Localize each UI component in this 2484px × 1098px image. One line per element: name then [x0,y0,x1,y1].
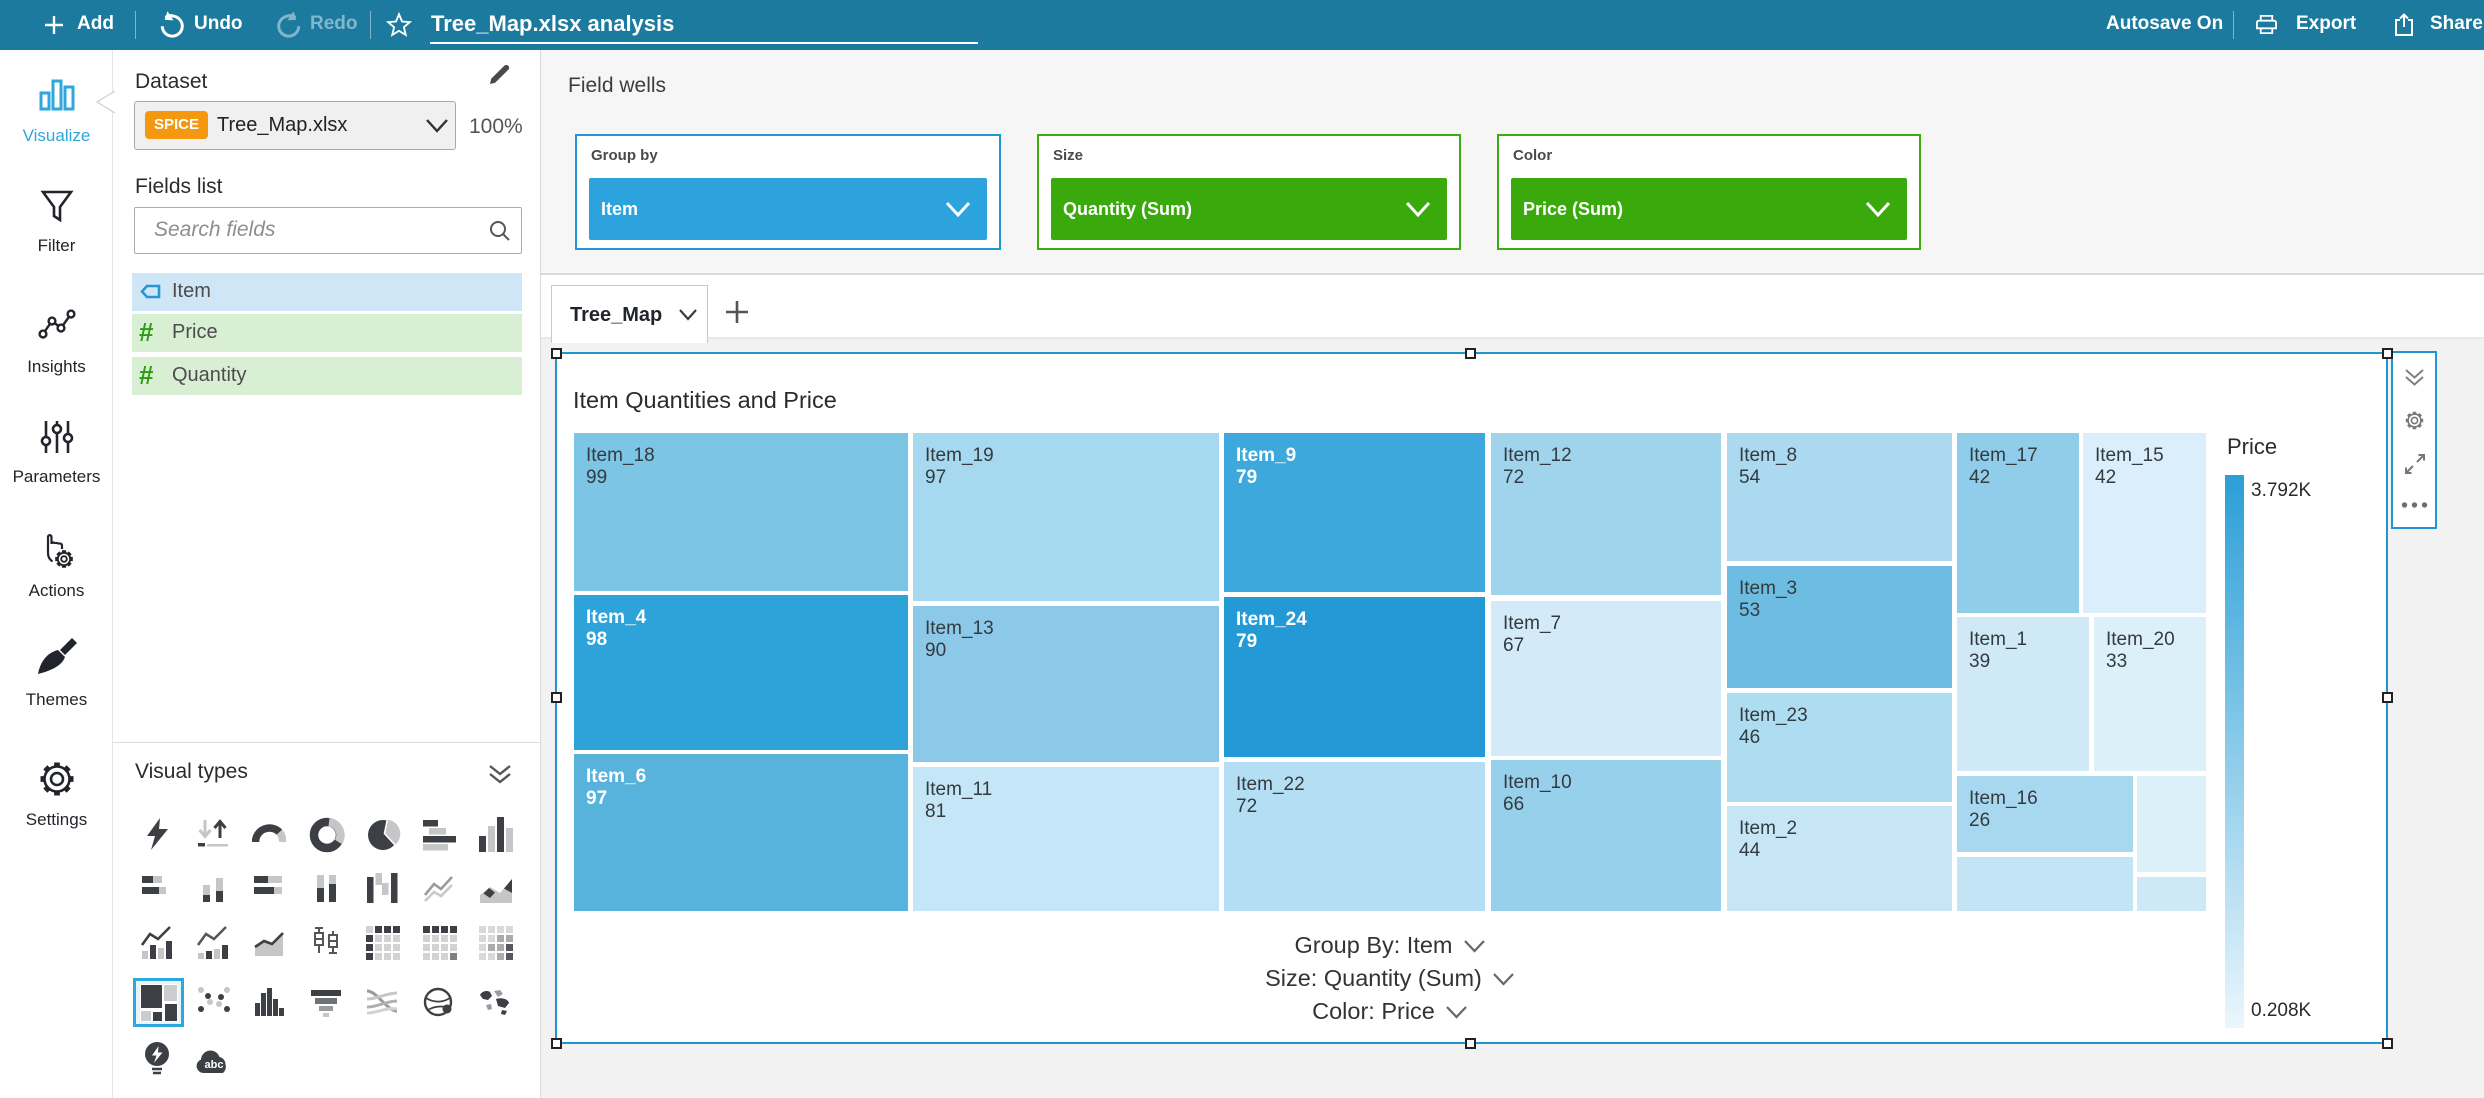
svg-text:abc: abc [205,1059,224,1071]
